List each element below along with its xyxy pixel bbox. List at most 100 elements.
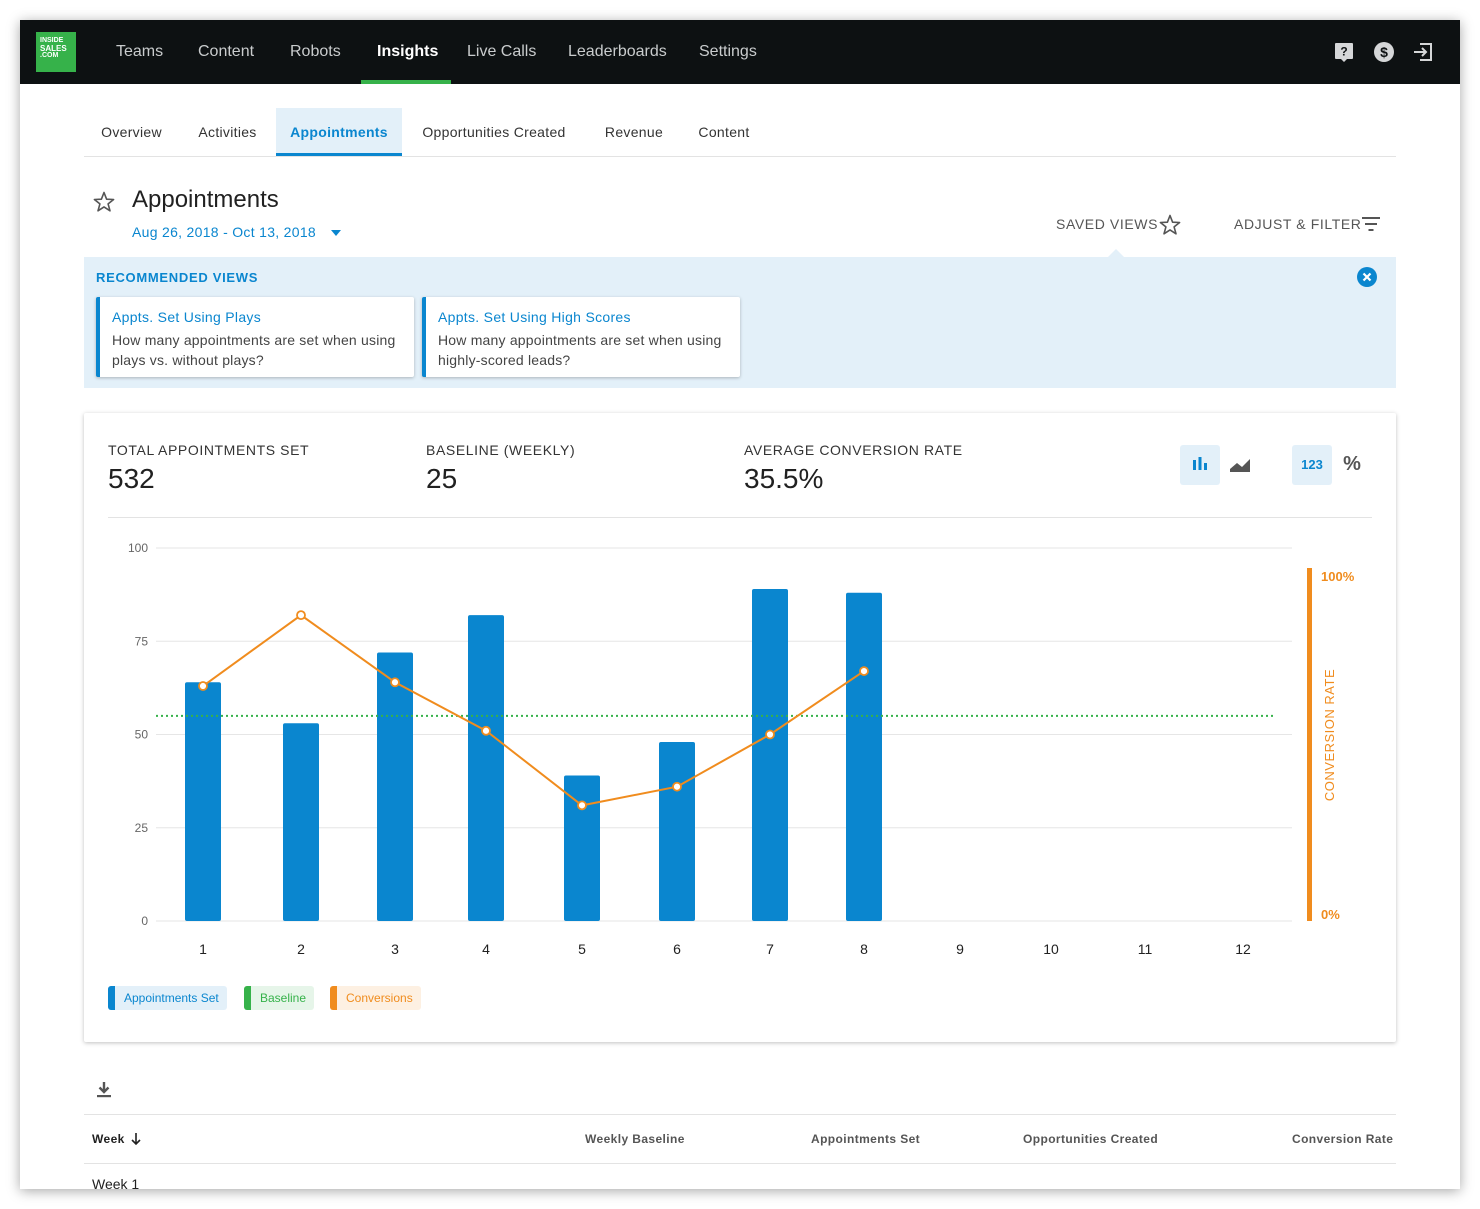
nav-teams[interactable]: Teams bbox=[116, 43, 164, 60]
bar-appointments-set bbox=[185, 682, 221, 921]
close-x-glyph bbox=[1362, 272, 1372, 282]
nav-leaderboards[interactable]: Leaderboards bbox=[568, 43, 667, 60]
y2-tick-label: 0% bbox=[1321, 907, 1340, 922]
percent-toggle-label: % bbox=[1343, 453, 1361, 475]
conversions-point bbox=[765, 729, 775, 740]
svg-text:?: ? bbox=[1340, 45, 1347, 59]
y-tick-label: 50 bbox=[135, 728, 149, 742]
tab-content[interactable]: Content bbox=[698, 124, 750, 140]
recommended-card-desc: How many appointments are set when using… bbox=[438, 332, 722, 368]
conversions-point bbox=[481, 725, 491, 736]
help-icon[interactable]: ? bbox=[1333, 41, 1355, 63]
metric-value-conversion: 35.5% bbox=[744, 463, 824, 494]
y-tick-label: 25 bbox=[135, 821, 149, 835]
x-tick-label: 9 bbox=[956, 941, 964, 957]
dollar-icon[interactable]: $ bbox=[1373, 41, 1395, 63]
page-title: Appointments bbox=[132, 186, 279, 213]
bar-chart-toggle[interactable] bbox=[1180, 445, 1220, 485]
adjust-filter-button[interactable]: ADJUST & FILTER bbox=[1234, 216, 1362, 232]
nav-live-calls[interactable]: Live Calls bbox=[467, 43, 537, 60]
close-icon[interactable] bbox=[1357, 267, 1377, 287]
date-range-selector[interactable]: Aug 26, 2018 - Oct 13, 2018 bbox=[132, 224, 317, 240]
column-header-appointments-set[interactable]: Appointments Set bbox=[811, 1132, 921, 1146]
legend-conversions[interactable]: Conversions bbox=[330, 986, 421, 1010]
y-tick-label: 75 bbox=[135, 634, 149, 648]
x-tick-label: 5 bbox=[578, 941, 586, 957]
x-tick-label: 2 bbox=[297, 941, 305, 957]
recommended-views-title: RECOMMENDED VIEWS bbox=[96, 270, 259, 285]
nav-insights[interactable]: Insights bbox=[377, 43, 439, 60]
conversions-point bbox=[198, 681, 208, 691]
tab-opportunities-created[interactable]: Opportunities Created bbox=[422, 124, 566, 140]
column-header-weekly-baseline[interactable]: Weekly Baseline bbox=[585, 1132, 685, 1146]
active-nav-indicator bbox=[361, 80, 451, 84]
metric-value-baseline: 25 bbox=[426, 463, 458, 494]
x-tick-label: 1 bbox=[199, 941, 207, 957]
x-tick-label: 7 bbox=[766, 941, 774, 957]
saved-views-button[interactable]: SAVED VIEWS bbox=[1056, 216, 1159, 232]
legend-swatch bbox=[108, 986, 115, 1010]
column-header-week[interactable]: Week bbox=[92, 1132, 125, 1146]
column-header-conversion-rate[interactable]: Conversion Rate bbox=[1292, 1132, 1394, 1146]
bar-appointments-set bbox=[846, 592, 882, 921]
conversions-point bbox=[672, 781, 682, 792]
tab-revenue[interactable]: Revenue bbox=[604, 124, 664, 140]
insights-subtabs: Overview Activities Appointments Opportu… bbox=[84, 108, 1396, 157]
conversions-line bbox=[202, 613, 865, 807]
nav-settings[interactable]: Settings bbox=[699, 43, 757, 60]
recommended-card-title: Appts. Set Using Plays bbox=[112, 309, 261, 325]
table-top-border bbox=[84, 1114, 1396, 1115]
bar-appointments-set bbox=[752, 589, 788, 921]
conversions-point bbox=[296, 610, 306, 621]
table-header-border bbox=[84, 1163, 1396, 1164]
y-tick-label: 100 bbox=[128, 541, 148, 555]
insidesales-logo[interactable]: INSIDE SALES .COM bbox=[36, 32, 76, 72]
recommended-card-desc: How many appointments are set when using… bbox=[112, 332, 396, 368]
recommended-views-panel: RECOMMENDED VIEWS Appts. Set Using Plays… bbox=[84, 257, 1396, 388]
filter-icon[interactable] bbox=[1360, 214, 1382, 234]
x-tick-label: 11 bbox=[1138, 941, 1153, 957]
legend-appointments-set[interactable]: Appointments Set bbox=[108, 986, 227, 1010]
metric-label-baseline: BASELINE (WEEKLY) bbox=[426, 442, 576, 458]
area-chart-icon bbox=[1230, 459, 1250, 472]
metric-label-total: TOTAL APPOINTMENTS SET bbox=[108, 442, 310, 458]
metric-label-conversion: AVERAGE CONVERSION RATE bbox=[744, 442, 963, 458]
sort-down-icon[interactable] bbox=[130, 1132, 142, 1146]
star-outline-icon[interactable] bbox=[1158, 213, 1182, 237]
bar-chart-icon bbox=[1193, 457, 1207, 470]
y2-tick-label: 100% bbox=[1321, 569, 1355, 584]
y-tick-label: 0 bbox=[141, 914, 148, 928]
saved-views-pointer bbox=[1107, 249, 1125, 258]
bar-appointments-set bbox=[564, 775, 600, 921]
tab-activities[interactable]: Activities bbox=[198, 124, 257, 140]
recommended-card-title: Appts. Set Using High Scores bbox=[438, 309, 631, 325]
bar-appointments-set bbox=[377, 652, 413, 921]
tab-overview[interactable]: Overview bbox=[101, 124, 162, 140]
legend-baseline[interactable]: Baseline bbox=[244, 986, 315, 1010]
conversions-point bbox=[390, 677, 400, 688]
app-window: INSIDE SALES .COM Teams Content Robots I… bbox=[20, 20, 1460, 1189]
area-chart-toggle[interactable] bbox=[1220, 445, 1260, 485]
numeric-toggle[interactable]: 123 bbox=[1292, 445, 1332, 485]
tab-appointments[interactable]: Appointments bbox=[276, 108, 402, 156]
top-nav-bar: INSIDE SALES .COM Teams Content Robots I… bbox=[20, 20, 1460, 84]
column-header-opportunities-created[interactable]: Opportunities Created bbox=[1023, 1132, 1159, 1146]
recommended-card-plays[interactable]: Appts. Set Using Plays How many appointm… bbox=[96, 297, 414, 377]
bar-appointments-set bbox=[283, 723, 319, 921]
nav-robots[interactable]: Robots bbox=[290, 43, 341, 60]
legend-swatch bbox=[244, 986, 251, 1010]
chart-card: TOTAL APPOINTMENTS SET 5 3 2 BASELINE (WEE… bbox=[84, 413, 1396, 1042]
favorite-star-icon[interactable] bbox=[92, 190, 116, 214]
nav-content[interactable]: Content bbox=[198, 43, 255, 60]
x-tick-label: 3 bbox=[391, 941, 399, 957]
download-icon[interactable] bbox=[94, 1080, 114, 1100]
percent-toggle[interactable]: % bbox=[1332, 445, 1372, 485]
recommended-card-high-scores[interactable]: Appts. Set Using High Scores How many ap… bbox=[422, 297, 740, 377]
x-tick-label: 10 bbox=[1043, 941, 1059, 957]
metrics-divider bbox=[108, 517, 1372, 518]
conversions-point bbox=[577, 800, 587, 811]
logout-icon[interactable] bbox=[1412, 41, 1434, 63]
chevron-down-icon[interactable] bbox=[331, 230, 341, 236]
x-tick-label: 4 bbox=[482, 941, 490, 957]
